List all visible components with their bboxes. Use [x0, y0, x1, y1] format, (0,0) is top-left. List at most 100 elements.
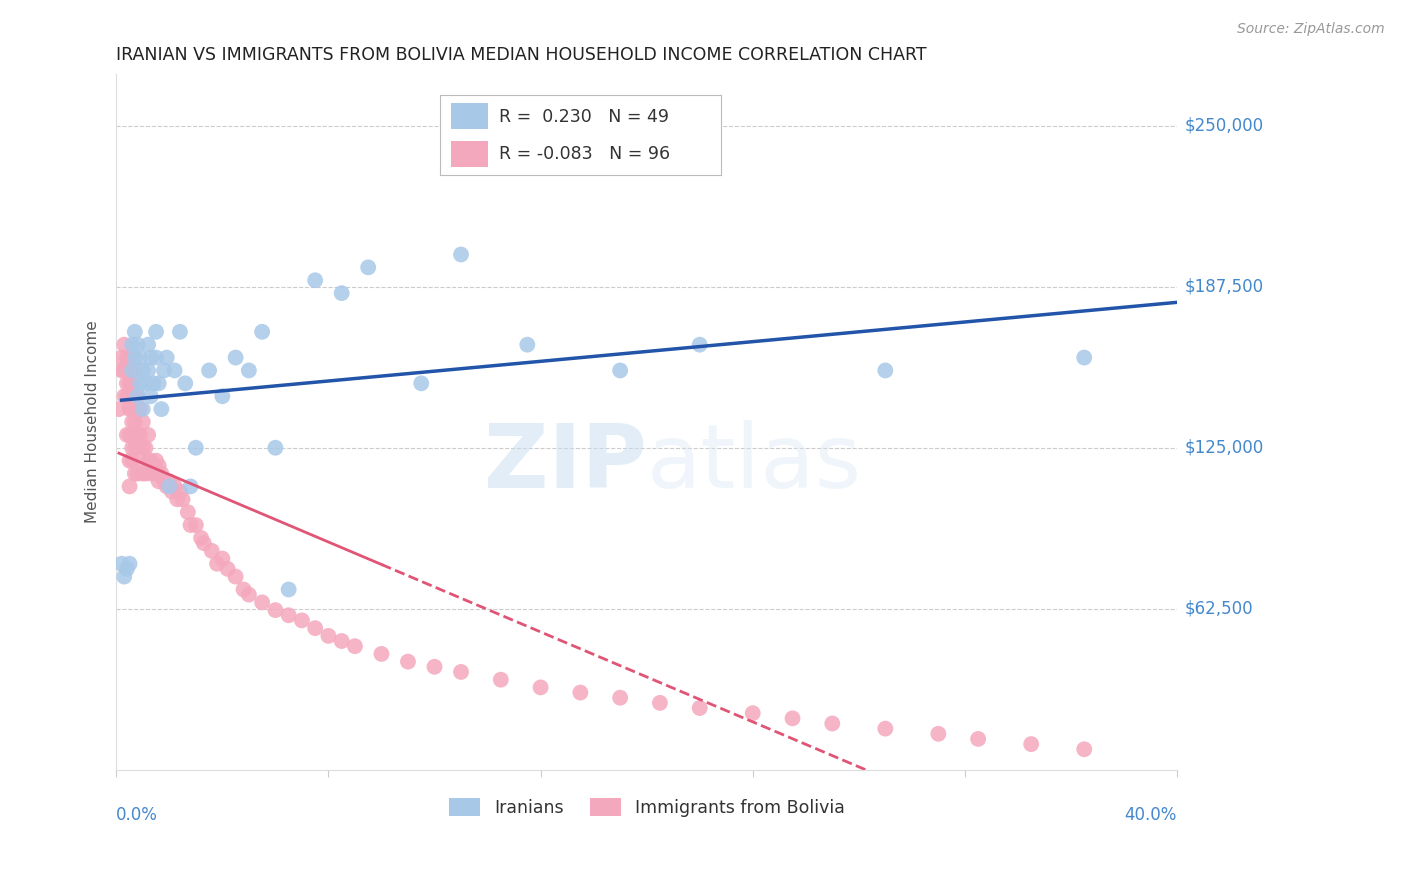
- Point: [118, 351, 141, 365]
- Point: [132, 402, 155, 417]
- Point: [330, 634, 353, 648]
- Point: [225, 569, 247, 583]
- Point: [124, 441, 146, 455]
- Point: [115, 389, 138, 403]
- Point: [118, 428, 141, 442]
- Point: [110, 363, 132, 377]
- Point: [174, 376, 197, 391]
- Point: [190, 531, 212, 545]
- Text: Source: ZipAtlas.com: Source: ZipAtlas.com: [1237, 22, 1385, 37]
- Point: [157, 475, 180, 489]
- Point: [291, 614, 314, 628]
- Point: [150, 467, 173, 481]
- Point: [142, 458, 165, 473]
- Point: [124, 363, 146, 377]
- Point: [118, 453, 141, 467]
- Point: [569, 685, 592, 699]
- Point: [136, 337, 159, 351]
- Point: [156, 351, 179, 365]
- Point: [927, 727, 949, 741]
- Point: [875, 722, 897, 736]
- Point: [121, 363, 143, 377]
- Point: [357, 260, 380, 275]
- Point: [124, 389, 146, 403]
- Point: [277, 608, 299, 623]
- Point: [127, 441, 149, 455]
- Point: [153, 363, 176, 377]
- Point: [127, 428, 149, 442]
- Point: [139, 467, 162, 481]
- Text: 40.0%: 40.0%: [1125, 806, 1177, 824]
- Text: $125,000: $125,000: [1185, 439, 1264, 457]
- Point: [129, 428, 152, 442]
- Point: [121, 415, 143, 429]
- Point: [153, 475, 176, 489]
- Point: [134, 467, 156, 481]
- Point: [139, 453, 162, 467]
- Point: [121, 337, 143, 351]
- Text: ZIP: ZIP: [484, 420, 647, 508]
- Point: [110, 351, 132, 365]
- Point: [112, 337, 135, 351]
- Point: [304, 273, 326, 287]
- Point: [121, 453, 143, 467]
- Point: [225, 351, 247, 365]
- Point: [184, 518, 207, 533]
- Point: [118, 479, 141, 493]
- Point: [142, 376, 165, 391]
- Point: [529, 681, 551, 695]
- Point: [250, 325, 273, 339]
- Point: [648, 696, 671, 710]
- Point: [411, 376, 433, 391]
- Point: [121, 441, 143, 455]
- Point: [211, 551, 233, 566]
- Text: IRANIAN VS IMMIGRANTS FROM BOLIVIA MEDIAN HOUSEHOLD INCOME CORRELATION CHART: IRANIAN VS IMMIGRANTS FROM BOLIVIA MEDIA…: [117, 46, 927, 64]
- Point: [136, 428, 159, 442]
- Text: 0.0%: 0.0%: [117, 806, 157, 824]
- Point: [124, 467, 146, 481]
- Point: [139, 351, 162, 365]
- Point: [157, 479, 180, 493]
- Point: [145, 325, 167, 339]
- Point: [132, 467, 155, 481]
- Point: [330, 286, 353, 301]
- Point: [115, 351, 138, 365]
- Point: [423, 660, 446, 674]
- Point: [127, 337, 149, 351]
- Point: [277, 582, 299, 597]
- Point: [127, 402, 149, 417]
- Point: [264, 603, 287, 617]
- Point: [110, 557, 132, 571]
- Point: [396, 655, 419, 669]
- Point: [163, 363, 186, 377]
- Point: [172, 492, 194, 507]
- Point: [121, 376, 143, 391]
- Point: [112, 569, 135, 583]
- Text: $62,500: $62,500: [1185, 599, 1254, 618]
- Point: [132, 441, 155, 455]
- Point: [129, 351, 152, 365]
- Point: [450, 247, 472, 261]
- Point: [198, 363, 221, 377]
- Point: [115, 562, 138, 576]
- Point: [516, 337, 538, 351]
- Point: [148, 475, 170, 489]
- Point: [875, 363, 897, 377]
- Point: [139, 389, 162, 403]
- Point: [108, 402, 131, 417]
- Y-axis label: Median Household Income: Median Household Income: [86, 320, 100, 524]
- Point: [145, 351, 167, 365]
- Point: [201, 544, 224, 558]
- Point: [450, 665, 472, 679]
- Point: [115, 376, 138, 391]
- Point: [112, 389, 135, 403]
- Point: [145, 453, 167, 467]
- Point: [489, 673, 512, 687]
- Point: [132, 363, 155, 377]
- Point: [148, 458, 170, 473]
- Point: [1019, 737, 1042, 751]
- Point: [967, 731, 990, 746]
- Point: [129, 376, 152, 391]
- Point: [318, 629, 340, 643]
- Point: [180, 479, 202, 493]
